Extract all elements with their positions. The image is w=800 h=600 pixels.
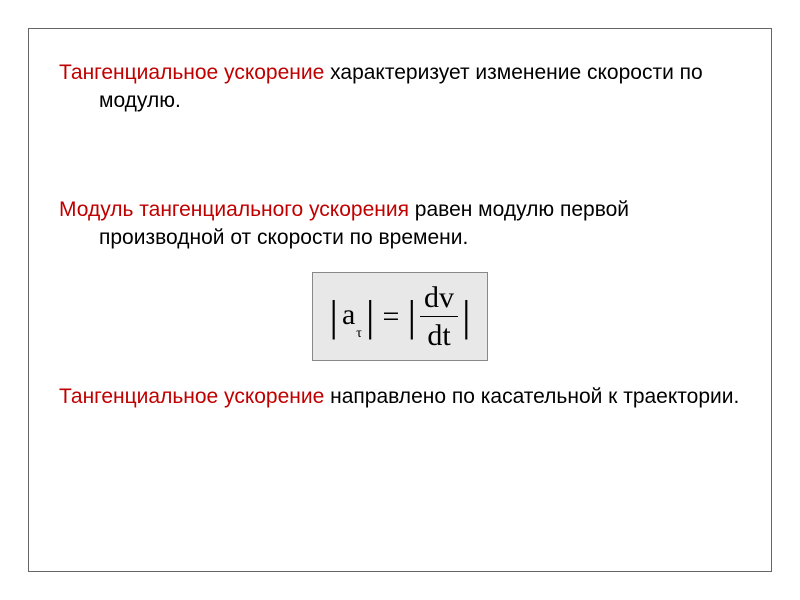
abs-bar-left-1: | — [329, 295, 338, 338]
equals-sign: = — [383, 300, 400, 334]
paragraph-1: Тангенциальное ускорение характеризует и… — [59, 59, 741, 116]
abs-bar-right-1: | — [366, 295, 375, 338]
abs-bar-right-2: | — [462, 295, 471, 338]
abs-bar-left-2: | — [407, 295, 416, 338]
fraction-numerator: dv — [420, 281, 458, 314]
fraction-line — [420, 316, 458, 317]
spacer-2 — [59, 373, 741, 383]
term-2: Модуль тангенциального ускорения — [59, 198, 409, 221]
lhs-var: a — [342, 298, 355, 331]
term-3: Тангенциальное ускорение — [59, 385, 324, 408]
term-1: Тангенциальное ускорение — [59, 61, 324, 84]
paragraph-3: Тангенциальное ускорение направлено по к… — [59, 383, 741, 411]
fraction-denominator: dt — [423, 319, 454, 352]
formula-wrapper: | aτ | = | dv dt | — [59, 260, 741, 373]
lhs-sub: τ — [356, 326, 362, 341]
content-frame: Тангенциальное ускорение характеризует и… — [28, 28, 772, 572]
spacer-1 — [59, 124, 741, 196]
formula-box: | aτ | = | dv dt | — [312, 272, 487, 361]
paragraph-3-rest: направлено по касательной к траектории. — [324, 385, 739, 408]
formula: | aτ | = | dv dt | — [329, 281, 470, 352]
formula-lhs: aτ — [342, 298, 362, 336]
fraction: dv dt — [420, 281, 458, 352]
paragraph-2: Модуль тангенциального ускорения равен м… — [59, 196, 741, 253]
